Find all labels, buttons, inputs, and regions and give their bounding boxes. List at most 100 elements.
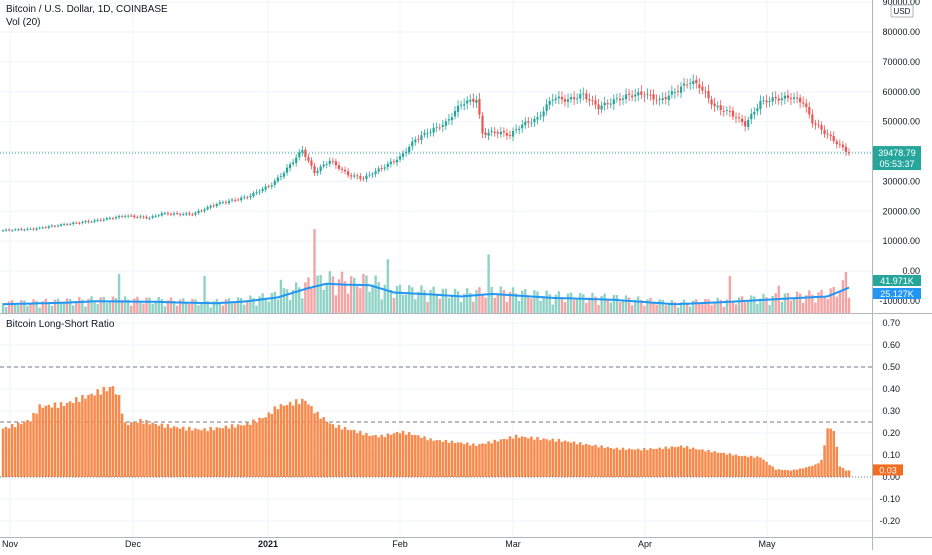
volume-bar [820, 289, 823, 313]
ratio-bar [475, 445, 478, 477]
volume-bar [99, 297, 102, 313]
ratio-tick-label: 0.50 [882, 362, 900, 372]
ratio-bar [236, 424, 240, 477]
candle [713, 97, 716, 112]
volume-bar [737, 297, 741, 313]
candle-body [72, 222, 75, 225]
ratio-bar [484, 443, 487, 477]
candle-body [252, 192, 255, 197]
candle [707, 84, 710, 104]
ratio-bar [203, 428, 206, 477]
ratio-bar [398, 433, 402, 477]
ratio-bar [404, 434, 408, 477]
candle [105, 216, 108, 221]
volume-bar [185, 303, 188, 313]
price-tick-label: 50000.00 [882, 117, 920, 127]
volume-bar [151, 303, 154, 313]
candle-body [203, 209, 206, 212]
ratio-bar [218, 427, 222, 477]
candle-body [47, 226, 50, 228]
candle [768, 96, 771, 108]
candle [603, 96, 606, 111]
ratio-bar [233, 427, 237, 477]
ratio-bar [288, 401, 292, 477]
candle [234, 197, 237, 203]
candle [493, 127, 496, 137]
volume-bar [423, 290, 426, 313]
volume-bar [148, 297, 151, 313]
ratio-bar [847, 470, 851, 477]
candle-body [392, 161, 396, 163]
candle-body [319, 166, 322, 172]
volume-bar [178, 299, 182, 313]
volume-bar [496, 293, 499, 313]
ratio-bar [548, 440, 551, 477]
candle [154, 214, 157, 218]
ratio-bar [536, 437, 539, 477]
candle [166, 211, 170, 216]
ratio-bar [670, 446, 674, 477]
candle [649, 89, 652, 101]
volume-bar [197, 305, 200, 313]
candle-body [405, 151, 408, 153]
candle [365, 172, 368, 183]
time-axis-label: Feb [392, 539, 408, 549]
candle-body [792, 97, 796, 99]
ratio-bar [44, 405, 48, 477]
candle-body [615, 98, 618, 100]
candle-body [695, 79, 698, 84]
ratio-bar [166, 424, 170, 477]
volume-bar [652, 302, 655, 313]
ratio-bar [731, 455, 735, 477]
volume-bar [288, 300, 292, 313]
ratio-bar [508, 436, 512, 477]
ratio-bar [215, 427, 219, 477]
countdown-badge: 05:53:37 [879, 159, 914, 169]
volume-bar [188, 304, 191, 313]
ratio-bar [441, 441, 445, 477]
candle-body [386, 163, 389, 168]
candle [310, 157, 313, 170]
ratio-bar [114, 394, 118, 477]
ratio-bar [808, 466, 811, 477]
candle-body [78, 223, 81, 224]
ratio-bar [530, 436, 533, 477]
candle-body [276, 177, 279, 182]
volume-bar [487, 254, 490, 313]
volume-bar [209, 307, 212, 313]
volume-bar [105, 302, 109, 313]
volume-bar [233, 302, 237, 313]
volume-bar [649, 297, 652, 313]
ratio-bar [169, 428, 173, 477]
volume-bar [740, 296, 744, 313]
ratio-bar [120, 413, 124, 477]
candle [576, 93, 579, 105]
ratio-bar [261, 418, 264, 477]
candle [169, 212, 173, 216]
candle-body [774, 96, 777, 99]
candle [847, 148, 851, 156]
candle [356, 173, 359, 180]
candle [157, 213, 160, 218]
volume-bar [484, 297, 487, 313]
candle [710, 95, 713, 110]
ratio-bar [209, 427, 212, 477]
ratio-bar [56, 407, 60, 477]
ratio-bar [472, 443, 475, 477]
time-axis-label: Mar [505, 539, 521, 549]
volume-bar [798, 293, 802, 313]
candle [420, 130, 423, 145]
volume-bar [462, 293, 466, 313]
ratio-bar [820, 459, 823, 477]
ratio-bar [331, 424, 335, 477]
ratio-bar [184, 430, 188, 477]
candle [750, 108, 753, 125]
candle [765, 94, 768, 108]
candle-body [282, 173, 286, 177]
ratio-bar [646, 450, 649, 477]
candle-body [389, 161, 392, 165]
candle-body [841, 144, 844, 148]
indicator-title: Bitcoin Long-Short Ratio [6, 319, 115, 330]
candle [817, 119, 820, 129]
